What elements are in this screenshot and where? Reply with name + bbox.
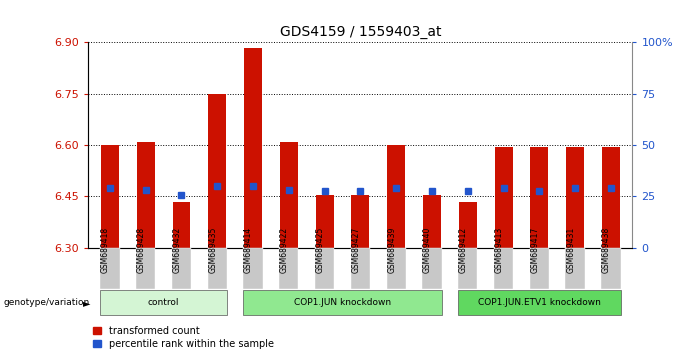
Bar <box>494 248 513 289</box>
Bar <box>601 248 621 289</box>
Text: genotype/variation: genotype/variation <box>3 298 90 307</box>
Bar <box>315 248 335 289</box>
Bar <box>100 290 227 315</box>
Bar <box>208 94 226 248</box>
Bar <box>137 142 154 248</box>
Bar <box>207 248 227 289</box>
Text: GSM689418: GSM689418 <box>101 227 110 273</box>
Bar <box>422 248 441 289</box>
Bar <box>172 248 191 289</box>
Bar <box>458 290 621 315</box>
Bar <box>494 147 513 248</box>
Bar <box>602 147 620 248</box>
Bar <box>351 248 370 289</box>
Title: GDS4159 / 1559403_at: GDS4159 / 1559403_at <box>279 25 441 39</box>
Bar <box>387 145 405 248</box>
Text: GSM689438: GSM689438 <box>602 227 611 273</box>
Text: GSM689440: GSM689440 <box>423 227 432 273</box>
Bar <box>566 147 584 248</box>
Bar <box>100 248 120 289</box>
Bar <box>243 248 262 289</box>
Text: GSM689431: GSM689431 <box>566 227 575 273</box>
Bar <box>280 142 298 248</box>
Bar <box>352 195 369 248</box>
Bar <box>244 48 262 248</box>
Bar <box>136 248 155 289</box>
Text: GSM689414: GSM689414 <box>244 227 253 273</box>
Bar <box>459 202 477 248</box>
Bar <box>530 248 549 289</box>
Text: ►: ► <box>83 298 90 308</box>
Text: GSM689425: GSM689425 <box>316 227 324 273</box>
Text: GSM689432: GSM689432 <box>173 227 182 273</box>
Bar <box>279 248 299 289</box>
Text: GSM689435: GSM689435 <box>208 227 217 273</box>
Bar <box>316 195 334 248</box>
Text: COP1.JUN knockdown: COP1.JUN knockdown <box>294 298 391 307</box>
Text: control: control <box>148 298 180 307</box>
Text: GSM689417: GSM689417 <box>530 227 539 273</box>
Bar <box>458 248 477 289</box>
Legend: transformed count, percentile rank within the sample: transformed count, percentile rank withi… <box>93 326 274 349</box>
Text: GSM689427: GSM689427 <box>352 227 360 273</box>
Bar <box>566 248 585 289</box>
Text: GSM689428: GSM689428 <box>137 227 146 273</box>
Bar <box>530 147 548 248</box>
Text: GSM689413: GSM689413 <box>494 227 504 273</box>
Text: GSM689439: GSM689439 <box>387 227 396 273</box>
Bar <box>243 290 441 315</box>
Bar <box>101 145 119 248</box>
Bar <box>423 195 441 248</box>
Text: COP1.JUN.ETV1 knockdown: COP1.JUN.ETV1 knockdown <box>478 298 601 307</box>
Text: GSM689412: GSM689412 <box>459 227 468 273</box>
Bar <box>173 202 190 248</box>
Text: GSM689422: GSM689422 <box>280 227 289 273</box>
Bar <box>386 248 406 289</box>
